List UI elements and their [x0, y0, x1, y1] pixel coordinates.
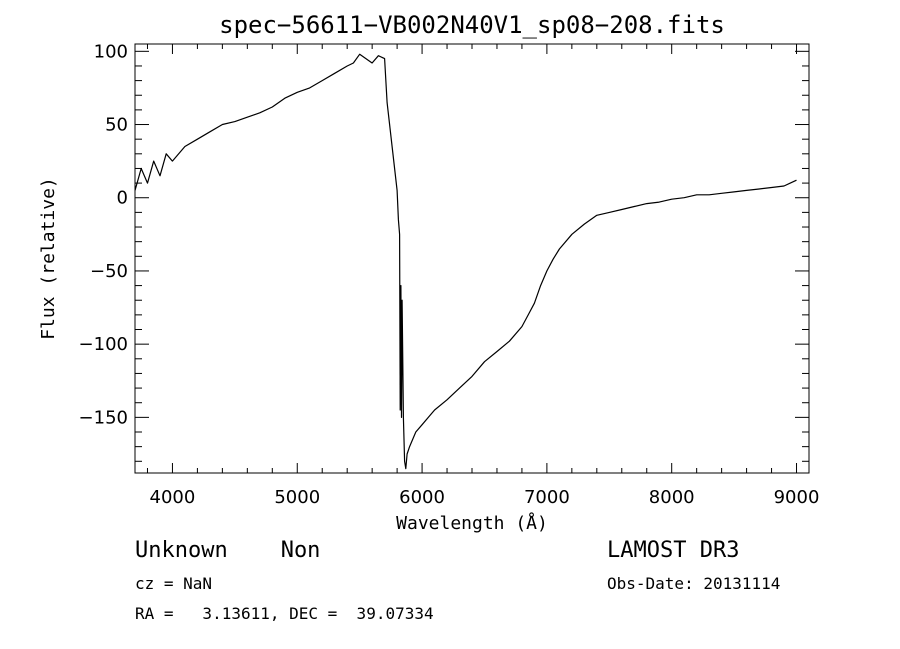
y-tick-label: 50 — [105, 115, 128, 136]
labels-layer: 4000 5000 6000 7000 8000 9000 100 50 0 −50 −100 −15… — [38, 11, 819, 534]
y-tick-label: 100 — [94, 41, 128, 62]
x-tick-label: 8000 — [649, 487, 695, 508]
spectrum-line — [134, 53, 797, 470]
x-tick-label: 4000 — [150, 487, 196, 508]
series-layer — [134, 53, 797, 470]
x-tick-label: 9000 — [774, 487, 820, 508]
footer-classification: Unknown Non — [135, 538, 321, 563]
y-tick-label: −150 — [79, 407, 128, 428]
y-tick-label: −100 — [79, 334, 128, 355]
y-tick-label: −50 — [90, 261, 128, 282]
y-tick-label: 0 — [117, 188, 128, 209]
footer-obs-date: Obs-Date: 20131114 — [607, 574, 781, 593]
y-axis-label: Flux (relative) — [38, 177, 59, 340]
x-tick-label: 7000 — [524, 487, 570, 508]
chart-title: spec−56611−VB002N40V1_sp08−208.fits — [219, 11, 725, 39]
footer-cz: cz = NaN — [135, 574, 213, 593]
x-tick-label: 5000 — [274, 487, 320, 508]
footer-coords: RA = 3.13611, DEC = 39.07334 — [135, 604, 434, 623]
footer-survey: LAMOST DR3 — [607, 538, 740, 563]
x-tick-label: 6000 — [399, 487, 445, 508]
plot-frame — [134, 43, 810, 474]
x-axis-label: Wavelength (Å) — [396, 512, 548, 534]
ticks-layer — [135, 44, 809, 473]
